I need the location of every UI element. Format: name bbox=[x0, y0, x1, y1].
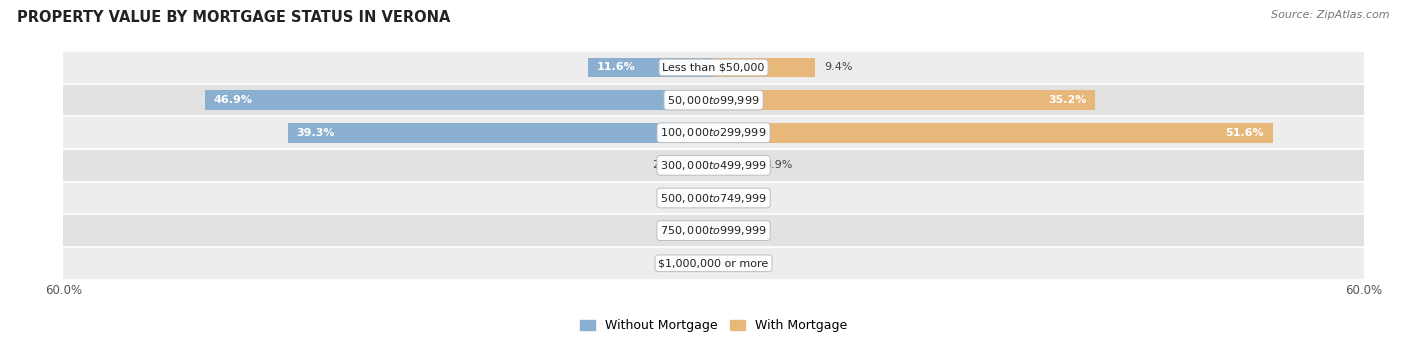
Text: 39.3%: 39.3% bbox=[297, 128, 335, 138]
Text: 2.2%: 2.2% bbox=[652, 160, 681, 170]
Bar bbox=[63, 116, 1364, 149]
Text: $750,000 to $999,999: $750,000 to $999,999 bbox=[661, 224, 766, 237]
Bar bbox=[63, 214, 1364, 247]
Bar bbox=[288, 123, 713, 143]
Text: 9.4%: 9.4% bbox=[824, 62, 852, 73]
Bar bbox=[63, 84, 1364, 116]
Bar bbox=[713, 90, 1095, 110]
Text: $100,000 to $299,999: $100,000 to $299,999 bbox=[661, 126, 766, 139]
Bar bbox=[713, 155, 756, 175]
Text: $300,000 to $499,999: $300,000 to $499,999 bbox=[661, 159, 766, 172]
Text: Source: ZipAtlas.com: Source: ZipAtlas.com bbox=[1271, 10, 1389, 20]
Text: PROPERTY VALUE BY MORTGAGE STATUS IN VERONA: PROPERTY VALUE BY MORTGAGE STATUS IN VER… bbox=[17, 10, 450, 25]
Text: 0.0%: 0.0% bbox=[730, 258, 758, 268]
Text: 0.0%: 0.0% bbox=[669, 226, 697, 236]
Text: 35.2%: 35.2% bbox=[1047, 95, 1087, 105]
Text: 0.0%: 0.0% bbox=[730, 193, 758, 203]
Text: 0.0%: 0.0% bbox=[669, 193, 697, 203]
Text: 11.6%: 11.6% bbox=[596, 62, 636, 73]
Bar bbox=[63, 149, 1364, 182]
Text: 51.6%: 51.6% bbox=[1226, 128, 1264, 138]
Bar bbox=[63, 182, 1364, 214]
Text: 0.0%: 0.0% bbox=[730, 226, 758, 236]
Bar bbox=[63, 247, 1364, 280]
Bar bbox=[205, 90, 713, 110]
Text: 3.9%: 3.9% bbox=[765, 160, 793, 170]
Bar bbox=[588, 58, 713, 77]
Text: Less than $50,000: Less than $50,000 bbox=[662, 62, 765, 73]
Bar bbox=[713, 58, 815, 77]
Text: 0.0%: 0.0% bbox=[669, 258, 697, 268]
Bar bbox=[63, 51, 1364, 84]
Bar bbox=[690, 155, 713, 175]
Text: $500,000 to $749,999: $500,000 to $749,999 bbox=[661, 192, 766, 205]
Text: 46.9%: 46.9% bbox=[214, 95, 253, 105]
Legend: Without Mortgage, With Mortgage: Without Mortgage, With Mortgage bbox=[575, 314, 852, 337]
Text: $1,000,000 or more: $1,000,000 or more bbox=[658, 258, 769, 268]
Text: $50,000 to $99,999: $50,000 to $99,999 bbox=[668, 94, 759, 107]
Bar bbox=[713, 123, 1272, 143]
